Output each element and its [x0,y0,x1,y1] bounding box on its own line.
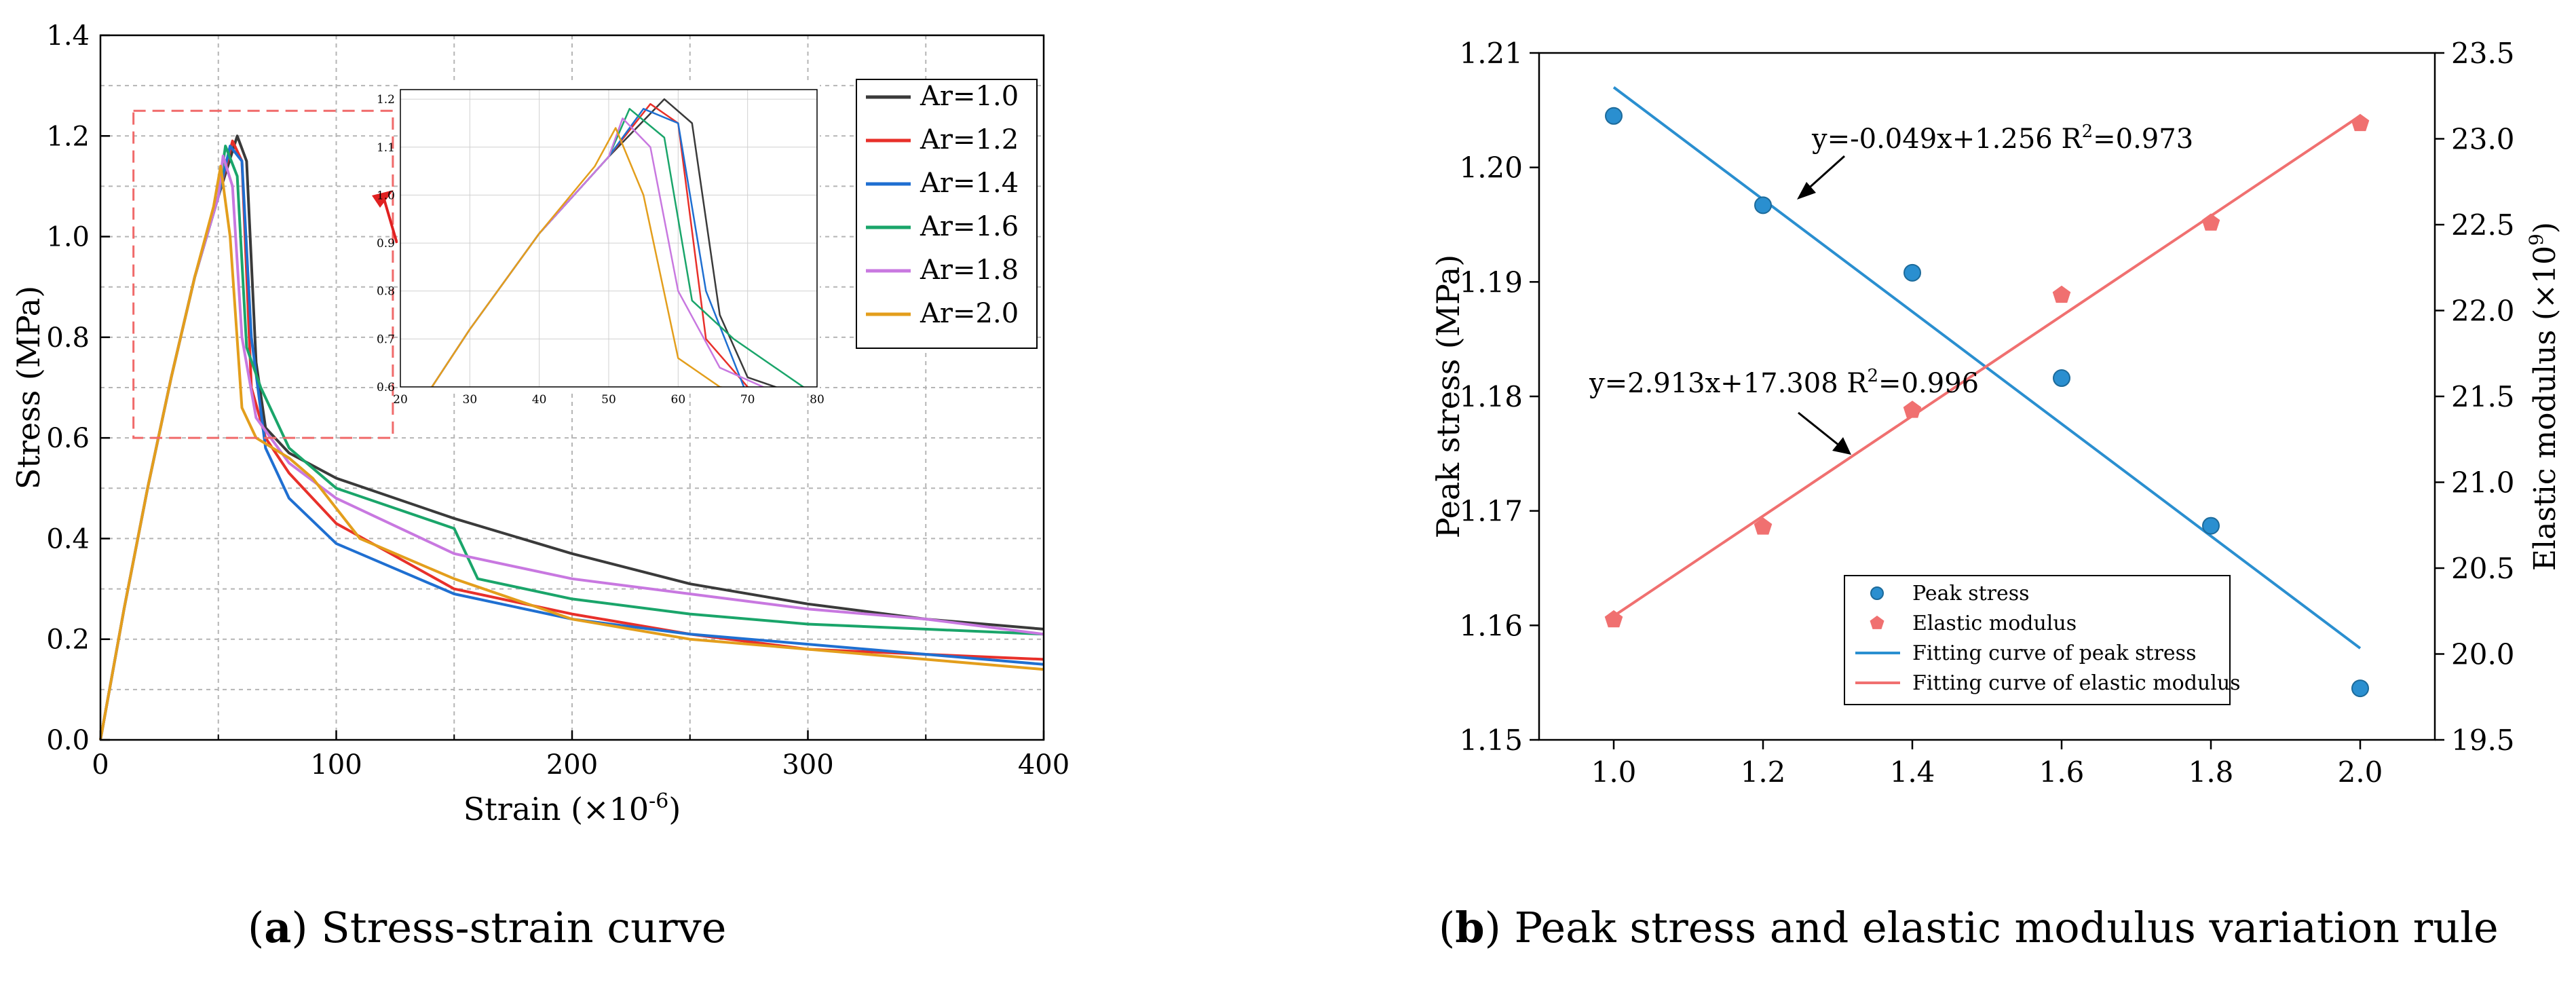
inset-y-tick-label: 1.1 [377,141,395,155]
inset-series-line-6 [430,127,725,387]
legend-marker-elastic-modulus [1870,616,1884,629]
x-tick-label: 1.8 [2189,755,2234,789]
y-tick-label: 1.2 [46,121,90,152]
elastic-modulus-point [1754,517,1773,535]
inset-y-tick-label: 0.6 [377,381,395,394]
peak-stress-point [2053,369,2070,388]
equation-arrow-elastic-modulus [1798,411,1840,447]
inset-x-tick-label: 80 [810,393,825,407]
y2-axis-label: Elastic modulus (×109) [2525,222,2562,571]
elastic-modulus-point [2351,113,2370,132]
fit-line-peak-stress [1612,86,2362,650]
legend-marker-peak-stress [1870,586,1884,600]
inset-y-tick-label: 1.0 [377,189,395,202]
zoom-region-box [132,109,394,439]
equation-elastic-modulus: y=2.913x+17.308 R2=0.996 [1589,366,1979,399]
zoom-arrow [382,196,398,244]
y-tick-label: 0.4 [46,523,90,555]
y-axis-label: Peak stress (MPa) [1430,255,1466,538]
peak-stress-point [1605,107,1623,125]
legend-label-5: Ar=1.8 [920,255,1019,286]
equation-arrow-peak-stress [1804,155,1846,193]
y2-tick-label: 23.0 [2451,123,2515,156]
peak-stress-point [2351,679,2369,698]
y-tick-label: 1.16 [1459,609,1523,642]
y2-tick-label: 22.0 [2451,295,2515,328]
peak-stress-modulus-chart: 1.0 1.2 1.4 1.6 1.8 2.0 1.15 1.16 1.17 1.18 1.19 1.… [1430,37,2562,789]
y-axis-label: Stress (MPa) [10,286,47,489]
inset-y-tick-label: 1.2 [377,93,395,107]
inset-x-tick-label: 60 [671,393,686,407]
x-tick-label: 300 [782,749,833,781]
stress-strain-chart: 0 100 200 300 400 0.0 0.2 0.4 0.6 0.8 1.0 1.2 1.4 Str… [10,20,1069,827]
legend-label-2: Elastic modulus [1912,612,2077,635]
elastic-modulus-point [2201,213,2220,231]
equation-peak-stress: y=-0.049x+1.256 R2=0.973 [1811,121,2193,155]
elastic-modulus-point [1604,610,1623,628]
legend-label-1: Peak stress [1912,582,2030,605]
y-tick-label: 1.18 [1459,380,1523,413]
y-tick-label: 0.8 [46,322,90,354]
x-tick-label: 2.0 [2338,755,2383,789]
equation-arrow-head-peak-stress [1797,182,1816,200]
y-tick-label: 1.4 [46,20,90,52]
y-tick-label: 1.15 [1459,724,1523,757]
inset-frame [400,89,818,388]
fit-line-elastic-modulus [1612,114,2362,618]
y2-tick-label: 20.5 [2451,552,2515,585]
inset-x-tick-label: 40 [532,393,547,407]
y-tick-label: 0.6 [46,423,90,454]
x-tick-label: 1.0 [1591,755,1637,789]
inset-x-tick-label: 50 [601,393,616,407]
peak-stress-point [1903,263,1921,282]
y-tick-label: 0.0 [46,725,90,756]
y2-tick-label: 20.0 [2451,638,2515,671]
y2-tick-label: 19.5 [2451,724,2515,757]
peak-stress-point [2202,517,2220,535]
x-tick-label: 1.6 [2039,755,2085,789]
legend-label-4: Ar=1.6 [920,211,1019,242]
y2-tick-label: 22.5 [2451,208,2515,242]
elastic-modulus-point [2052,285,2071,303]
y-tick-label: 1.19 [1459,265,1523,299]
y2-tick-label: 23.5 [2451,37,2515,70]
y-tick-label: 1.21 [1459,37,1523,70]
peak-stress-point [1754,196,1772,214]
inset-x-tick-label: 30 [463,393,478,407]
inset-y-tick-label: 0.7 [377,333,395,346]
caption-b: (b) Peak stress and elastic modulus vari… [1439,903,2499,952]
y-tick-label: 0.2 [46,624,90,656]
legend-box [856,79,1038,349]
x-tick-label: 200 [546,749,598,781]
x-tick-label: 1.2 [1741,755,1786,789]
legend-label-3: Fitting curve of peak stress [1912,641,2196,665]
x-axis-label: Strain (×10-6) [463,789,681,827]
legend-label-2: Ar=1.2 [920,124,1019,155]
x-tick-label: 1.4 [1890,755,1935,789]
legend-label-1: Ar=1.0 [920,81,1019,112]
x-tick-label: 0 [92,749,109,781]
caption-a: (a) Stress-strain curve [248,903,727,952]
x-tick-label: 400 [1018,749,1069,781]
zoom-arrow-head [372,190,394,208]
y2-tick-label: 21.0 [2451,466,2515,500]
x-tick-label: 100 [310,749,362,781]
y-tick-label: 1.17 [1459,495,1523,528]
elastic-modulus-point [1903,400,1922,418]
inset-x-tick-label: 70 [740,393,755,407]
equation-arrow-head-elastic-modulus [1832,437,1851,455]
y2-tick-label: 21.5 [2451,380,2515,413]
legend-label-4: Fitting curve of elastic modulus [1912,671,2241,695]
inset-y-tick-label: 0.9 [377,237,395,250]
legend-box [1844,575,2231,705]
y-tick-label: 1.20 [1459,151,1523,185]
inset-y-tick-label: 0.8 [377,285,395,299]
legend-label-6: Ar=2.0 [920,298,1019,329]
y-tick-label: 1.0 [46,222,90,253]
inset-x-tick-label: 20 [393,393,408,407]
inset-series-group [430,98,805,387]
legend-label-3: Ar=1.4 [920,168,1019,199]
